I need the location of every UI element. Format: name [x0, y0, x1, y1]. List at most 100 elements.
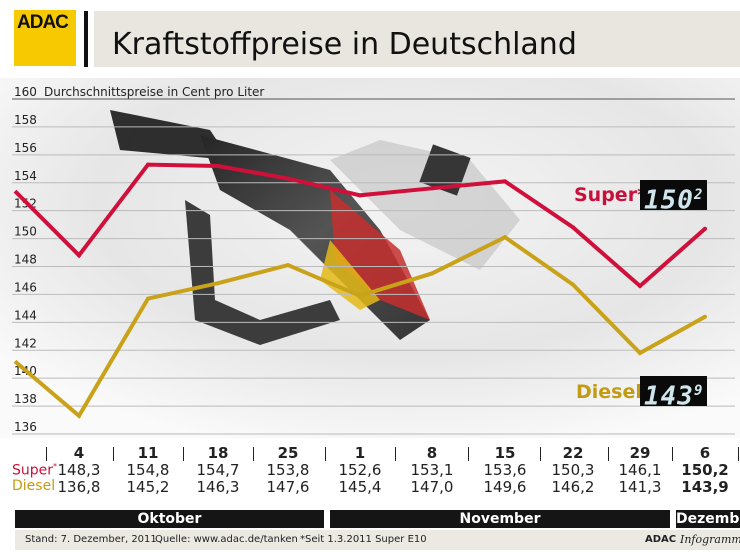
y-tick-label: 154: [14, 169, 37, 183]
super-value: 153,6: [483, 461, 527, 479]
price-table: Super* Diesel 4 148,3 136,8 11 154,8 145,2 18 1…: [0, 440, 740, 500]
data-point-diesel: [216, 281, 220, 286]
footer: Stand: 7. Dezember, 2011 Quelle: www.ada…: [15, 530, 740, 550]
data-point-super: [571, 225, 575, 230]
x-tick-label: 11: [137, 444, 159, 462]
x-tick-label: 8: [426, 444, 438, 462]
y-tick-label: 142: [14, 336, 37, 350]
y-tick-label: 136: [14, 420, 37, 434]
super-value: 146,1: [618, 461, 662, 479]
diesel-value: 147,0: [410, 478, 454, 496]
x-tick-label: 18: [207, 444, 229, 462]
data-point-diesel: [503, 235, 507, 240]
diesel-value: 136,8: [57, 478, 101, 496]
super-legend: Super*: [574, 184, 647, 206]
super-value: 150,3: [551, 461, 595, 479]
data-point-super: [358, 193, 362, 198]
super-label-text: Super: [12, 462, 54, 479]
y-tick-label: 138: [14, 392, 37, 406]
month-oktober: Oktober: [15, 510, 324, 528]
super-current-decimal: 2: [693, 187, 704, 203]
diesel-value: 141,3: [618, 478, 662, 496]
y-tick-label: 158: [14, 113, 37, 127]
super-value: 152,6: [338, 461, 382, 479]
x-tick-label: 15: [494, 444, 516, 462]
x-tick-label: 1: [354, 444, 366, 462]
data-point-super: [638, 284, 642, 289]
column-separator: [608, 447, 609, 461]
x-tick-label: 29: [629, 444, 651, 462]
column-separator: [183, 447, 184, 461]
x-tick-label: 22: [562, 444, 584, 462]
y-tick-label: 156: [14, 141, 37, 155]
super-value: 154,7: [196, 461, 240, 479]
y-tick-label: 160: [14, 85, 37, 99]
super-value: 153,8: [266, 461, 310, 479]
data-point-diesel: [77, 413, 81, 418]
page-title: Kraftstoffpreise in Deutschland: [112, 27, 577, 62]
super-star: *: [53, 462, 58, 471]
data-point-super: [146, 162, 150, 167]
footer-brand-italic: Infogramm: [680, 533, 740, 546]
column-separator: [395, 447, 396, 461]
x-tick-label: 25: [277, 444, 299, 462]
column-separator: [672, 447, 673, 461]
data-point-diesel: [571, 282, 575, 287]
column-separator: [540, 447, 541, 461]
table-diesel-label: Diesel: [12, 478, 56, 494]
data-point-super: [703, 226, 707, 231]
diesel-current-display: 1439: [640, 376, 708, 412]
super-value: 153,1: [410, 461, 454, 479]
diesel-value: 145,4: [338, 478, 382, 496]
column-separator: [46, 447, 47, 461]
data-point-super: [286, 176, 290, 181]
super-value: 154,8: [126, 461, 170, 479]
price-chart: 160158156154152150148146144142140138136D…: [0, 78, 740, 438]
diesel-value: 143,9: [681, 478, 729, 496]
y-tick-label: 144: [14, 308, 37, 322]
data-point-diesel: [146, 296, 150, 301]
super-value: 150,2: [681, 461, 729, 479]
data-point-super: [430, 186, 434, 191]
data-point-diesel: [703, 314, 707, 319]
diesel-current-main: 143: [644, 381, 694, 412]
footer-stand: Stand: 7. Dezember, 2011: [25, 534, 157, 545]
data-point-super: [77, 253, 81, 258]
diesel-legend: Diesel: [576, 381, 642, 403]
diesel-value: 145,2: [126, 478, 170, 496]
column-separator: [113, 447, 114, 461]
month-dezember: Dezember: [676, 510, 740, 528]
footer-brand: ADAC: [645, 534, 677, 545]
table-super-label: Super*: [12, 462, 57, 479]
data-point-diesel: [638, 351, 642, 356]
series-marks: [13, 162, 707, 419]
super-value: 148,3: [57, 461, 101, 479]
chart-subtitle: Durchschnittspreise in Cent pro Liter: [44, 85, 264, 99]
diesel-current-decimal: 9: [693, 383, 704, 399]
x-tick-label: 6: [699, 444, 711, 462]
column-separator: [253, 447, 254, 461]
y-tick-label: 148: [14, 253, 37, 267]
diesel-value: 147,6: [266, 478, 310, 496]
data-point-super: [216, 163, 220, 168]
data-point-diesel: [430, 271, 434, 276]
grid: 160158156154152150148146144142140138136D…: [12, 85, 735, 435]
adac-logo: ADAC: [14, 10, 76, 66]
column-separator: [468, 447, 469, 461]
data-point-diesel: [286, 263, 290, 268]
super-current-main: 150: [644, 185, 694, 216]
column-separator: [325, 447, 326, 461]
logo-text: ADAC: [17, 12, 69, 33]
diesel-value: 146,3: [196, 478, 240, 496]
y-tick-label: 146: [14, 280, 37, 294]
footer-note: *Seit 1.3.2011 Super E10: [300, 534, 427, 545]
x-tick-label: 4: [73, 444, 85, 462]
diesel-legend-label: Diesel: [576, 381, 642, 403]
title-bar: [94, 11, 740, 67]
month-november: November: [330, 510, 670, 528]
y-tick-label: 150: [14, 225, 37, 239]
diesel-value: 149,6: [483, 478, 527, 496]
data-point-super: [503, 179, 507, 184]
data-point-diesel: [358, 293, 362, 298]
divider: [84, 11, 88, 67]
